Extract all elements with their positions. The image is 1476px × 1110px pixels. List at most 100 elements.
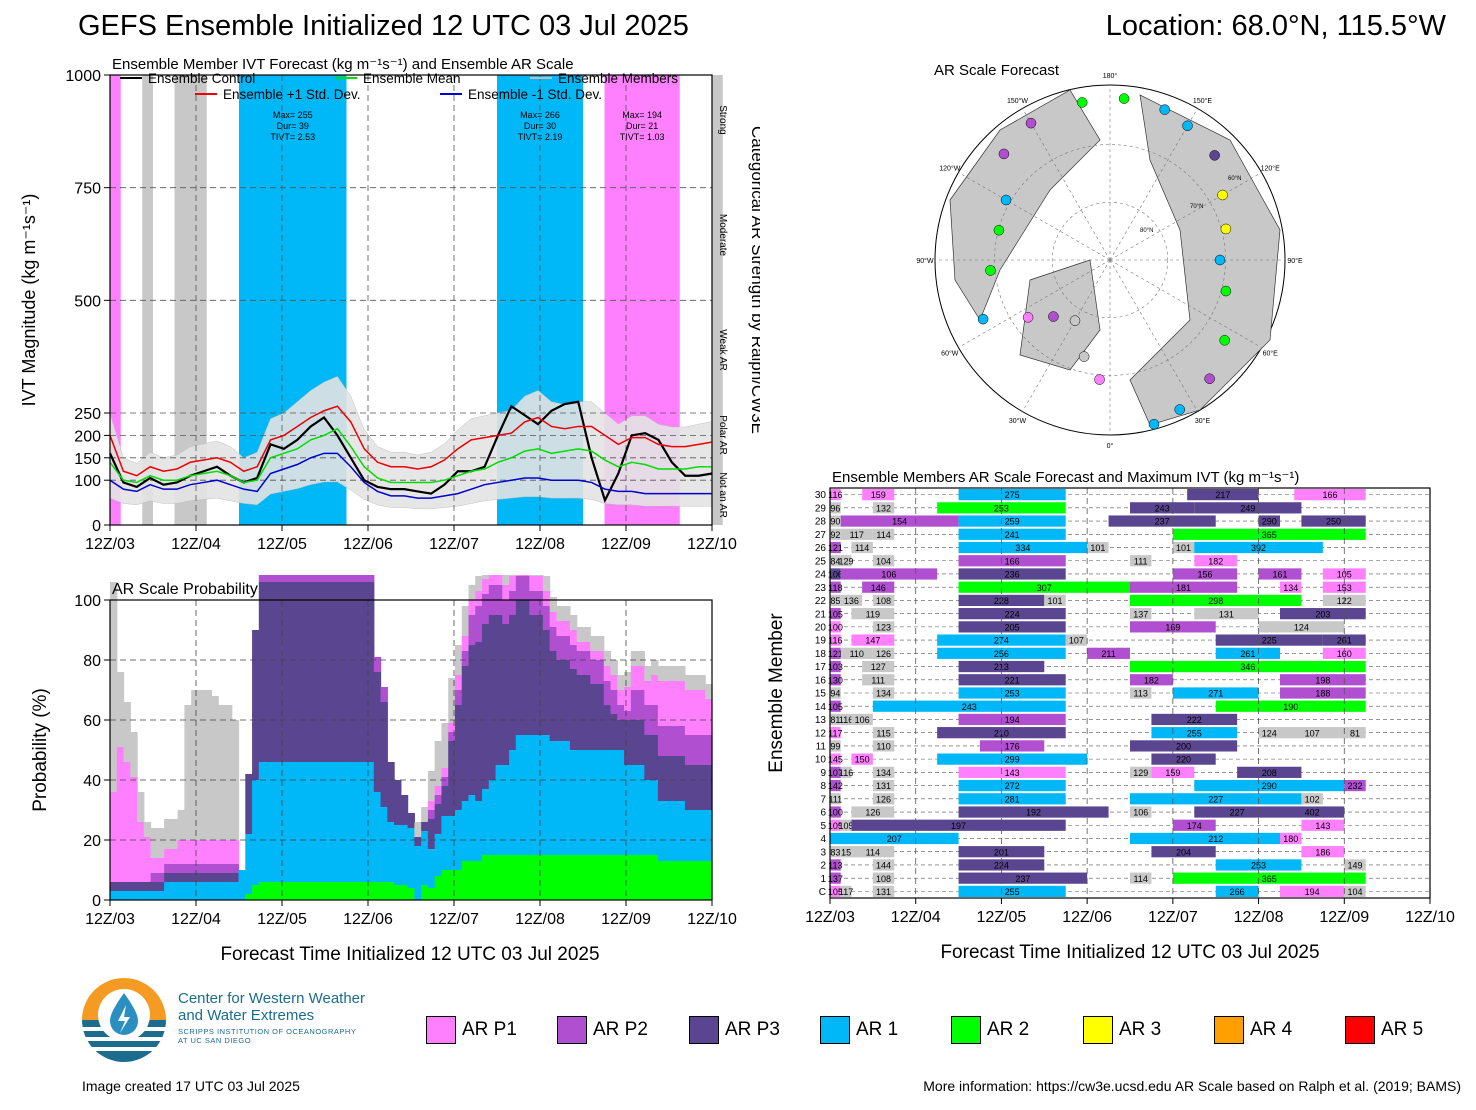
prob-bar-segment: [231, 840, 240, 864]
member-ar-segment: [1280, 687, 1366, 699]
ar-event-label: Max= 255: [273, 110, 313, 120]
y-tick-label: 40: [83, 773, 101, 790]
prob-bar-segment: [184, 840, 192, 864]
prob-bar-segment: [657, 861, 666, 900]
prob-bar-segment: [434, 741, 443, 786]
member-ar-segment: [1258, 727, 1280, 739]
y-tick-label: 500: [74, 293, 101, 310]
prob-bar-segment: [150, 828, 158, 858]
member-label: 13: [815, 715, 827, 726]
prob-bar-segment: [150, 891, 158, 900]
prob-bar-segment: [245, 894, 253, 900]
prob-bar-segment: [353, 762, 361, 882]
member-ar-segment: [937, 502, 1066, 514]
prob-bar-segment: [468, 585, 476, 600]
member-ar-segment: [1215, 859, 1302, 871]
prob-bar-segment: [454, 705, 463, 810]
latitude-label: 70°N: [1190, 204, 1203, 210]
prob-bar-segment: [164, 882, 172, 900]
member-max-ivt: 108: [876, 596, 891, 606]
member-max-ivt: 126: [876, 794, 891, 804]
legend-item: AR 4: [1214, 1015, 1292, 1045]
prob-bar-segment: [590, 750, 598, 855]
member-max-ivt: 117: [850, 530, 864, 540]
prob-bar-segment: [380, 687, 388, 702]
member-max-ivt: 402: [1305, 808, 1320, 818]
x-tick-label: 12Z/04: [171, 911, 221, 928]
member-max-ivt: 118: [828, 583, 842, 593]
member-ar-segment: [1130, 674, 1173, 686]
member-max-ivt: 365: [1262, 530, 1277, 540]
series-line: [109, 427, 712, 484]
prob-bar-segment: [671, 861, 679, 900]
chart-title: AR Scale Probability: [112, 581, 258, 598]
page-title: GEFS Ensemble Initialized 12 UTC 03 Jul …: [78, 10, 689, 42]
member-max-ivt: 154: [892, 517, 907, 527]
x-tick-label: 12Z/06: [343, 536, 393, 553]
prob-bar-segment: [651, 675, 659, 705]
member-ar-segment: [830, 515, 841, 527]
member-ar-segment: [958, 581, 1130, 593]
prob-bar-segment: [475, 642, 483, 801]
member-max-ivt: 106: [881, 570, 896, 580]
ar-event-label: Dur= 21: [626, 121, 658, 131]
prob-bar-segment: [448, 870, 456, 900]
prob-bar-segment: [224, 840, 233, 864]
member-max-ivt: 142: [828, 781, 843, 791]
prob-bar-segment: [116, 891, 125, 900]
prob-bar-segment: [556, 636, 564, 660]
member-label: 26: [815, 543, 827, 554]
member-label: 25: [815, 556, 827, 567]
member-max-ivt: 136: [844, 596, 859, 606]
prob-bar-segment: [684, 675, 693, 690]
prob-bar-segment: [529, 576, 537, 591]
prob-bar-segment: [326, 582, 334, 762]
prob-bar-segment: [610, 855, 618, 900]
prob-bar-segment: [624, 720, 632, 765]
member-label: 3: [820, 847, 826, 858]
member-ar-segment: [1258, 621, 1345, 633]
legend-label: Ensemble Members: [558, 71, 678, 86]
legend-swatch: [951, 1016, 981, 1044]
prob-bar-segment: [265, 762, 273, 882]
member-max-ivt: 156: [1197, 570, 1212, 580]
member-ar-segment: [958, 528, 1066, 540]
member-max-ivt: 204: [1176, 847, 1191, 857]
prob-bar-segment: [441, 816, 449, 870]
prob-bar-segment: [569, 669, 578, 750]
member-ar-segment: [830, 647, 841, 659]
member-max-ivt: 182: [1144, 675, 1159, 685]
prob-bar-segment: [224, 882, 233, 900]
prob-bar-segment: [475, 606, 483, 642]
prob-bar-segment: [211, 873, 219, 882]
member-ar-segment: [958, 660, 1045, 673]
prob-bar-segment: [522, 600, 530, 735]
ar-point: [993, 224, 1005, 236]
member-max-ivt: 146: [871, 583, 886, 593]
member-label: 20: [815, 622, 827, 633]
member-ar-segment: [872, 700, 1066, 712]
member-ar-segment: [830, 541, 841, 554]
prob-bar-segment: [475, 591, 483, 606]
x-tick-label: 12Z/07: [429, 536, 479, 553]
member-max-ivt: 129: [839, 556, 854, 566]
member-max-ivt: 290: [1262, 517, 1277, 527]
member-max-ivt: 107: [1305, 728, 1320, 738]
member-ar-segment: [872, 779, 895, 792]
member-ar-segment: [840, 713, 852, 726]
prob-bar-segment: [583, 675, 591, 750]
prob-bar-segment: [657, 666, 666, 681]
member-max-ivt: 261: [1240, 649, 1255, 659]
ar-point: [1025, 117, 1037, 129]
member-ar-segment: [830, 594, 841, 607]
member-ar-segment: [851, 608, 895, 620]
member-ar-segment: [830, 502, 841, 514]
member-ar-segment: [958, 687, 1066, 699]
prob-bar-segment: [549, 855, 558, 900]
prob-bar-segment: [610, 675, 618, 690]
prob-bar-segment: [617, 690, 625, 705]
prob-bar-segment: [312, 575, 321, 582]
prob-bar-segment: [312, 582, 321, 762]
member-max-ivt: 212: [1208, 834, 1223, 844]
x-tick-label: 12Z/09: [1319, 909, 1369, 926]
